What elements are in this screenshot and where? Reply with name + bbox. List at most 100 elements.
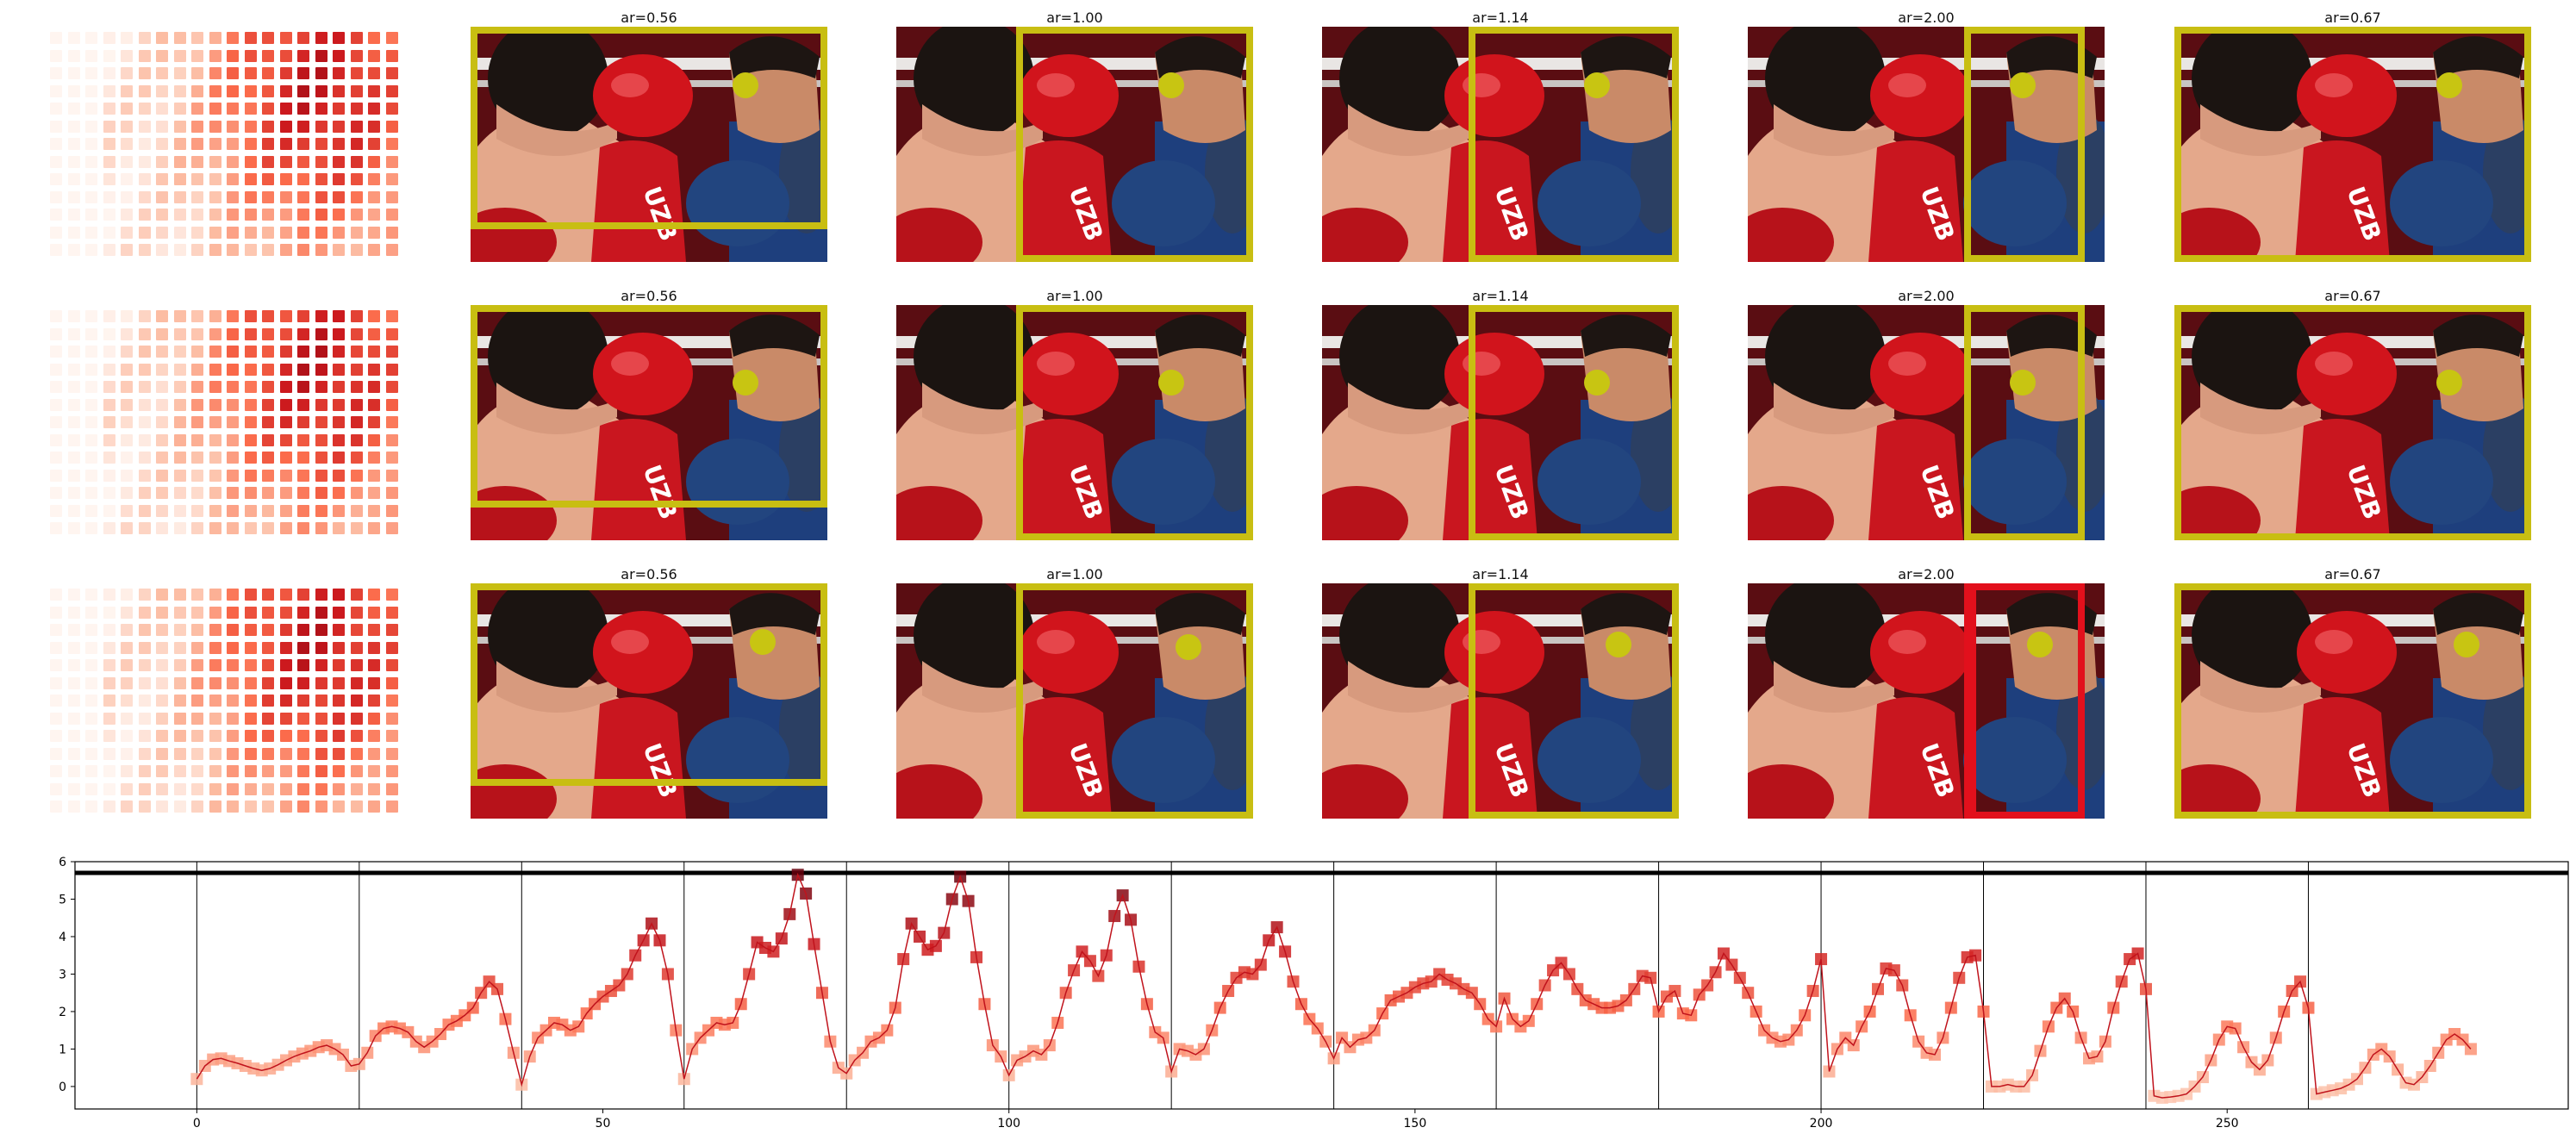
heatmap-cell	[156, 103, 168, 115]
heatmap-cell	[50, 487, 62, 499]
heatmap-cell	[350, 522, 363, 534]
heatmap-cell	[138, 155, 151, 168]
heatmap-cell	[262, 765, 274, 777]
heatmap-cell	[385, 138, 398, 150]
heatmap-cell	[333, 49, 345, 62]
heatmap-cell	[156, 416, 168, 428]
heatmap-cell	[279, 327, 292, 340]
heatmap-cell	[209, 800, 221, 813]
data-point	[2440, 1033, 2453, 1046]
heatmap-cell	[315, 49, 327, 62]
heatmap-cell	[156, 589, 168, 601]
heatmap-cell	[121, 346, 133, 358]
heatmap-cell	[297, 138, 309, 150]
data-point	[458, 1009, 471, 1022]
heatmap-cell	[368, 67, 380, 79]
data-point	[2383, 1050, 2396, 1063]
data-point	[1758, 1024, 1771, 1037]
heatmap-cell	[244, 173, 257, 185]
heatmap-cell	[85, 730, 97, 742]
heatmap-cell	[85, 747, 97, 760]
data-point	[1733, 971, 1746, 984]
crop-box	[1963, 305, 2086, 540]
heatmap-cell	[227, 765, 239, 777]
heatmap-cell	[191, 226, 203, 239]
heatmap-cell	[350, 695, 363, 707]
heatmap-cell	[121, 155, 133, 168]
heatmap-cell	[209, 641, 221, 654]
boxing-photo: UZB	[896, 583, 1253, 819]
heatmap-cell	[191, 782, 203, 795]
x-tick-label: 250	[2216, 1117, 2239, 1131]
heatmap-cell	[173, 173, 186, 185]
crop-box	[1016, 27, 1253, 262]
heatmap-cell	[279, 190, 292, 203]
heatmap-cell	[138, 310, 151, 322]
crop-panel: UZB ar=0.56	[471, 566, 827, 819]
heatmap-cell	[262, 155, 274, 168]
data-point	[466, 1001, 479, 1014]
heatmap-cell	[262, 800, 274, 813]
heatmap-cell	[333, 244, 345, 256]
data-point	[670, 1024, 683, 1037]
focus-point-marker	[732, 370, 758, 396]
heatmap-cell	[209, 381, 221, 393]
heatmap-cell	[227, 504, 239, 517]
heatmap-cell	[244, 676, 257, 689]
heatmap-cell	[333, 452, 345, 464]
heatmap-cell	[85, 244, 97, 256]
data-point	[1547, 964, 1560, 977]
heatmap-cell	[333, 138, 345, 150]
data-point	[848, 1054, 861, 1067]
heatmap-cell	[67, 103, 80, 115]
data-point	[239, 1059, 252, 1072]
heatmap-cell	[85, 398, 97, 411]
heatmap-cell	[85, 504, 97, 517]
focus-point-marker	[1583, 72, 1610, 99]
heatmap-cell	[297, 782, 309, 795]
heatmap-cell	[333, 624, 345, 636]
heatmap-cell	[67, 433, 80, 446]
heatmap-cell	[315, 310, 327, 322]
heatmap-cell	[350, 712, 363, 725]
data-point	[1043, 1039, 1056, 1052]
data-point	[1238, 966, 1251, 979]
heatmap-cell	[279, 346, 292, 358]
heatmap-cell	[244, 487, 257, 499]
heatmap-cell	[67, 327, 80, 340]
heatmap-cell	[85, 173, 97, 185]
heatmap-cell	[50, 310, 62, 322]
heatmap-cell	[333, 398, 345, 411]
heatmap-cell	[385, 32, 398, 44]
data-point	[945, 893, 958, 906]
heatmap-cell	[67, 398, 80, 411]
y-tick-label: 5	[59, 893, 66, 906]
heatmap-cell	[173, 226, 186, 239]
data-point	[1213, 1001, 1226, 1014]
heatmap-cell	[103, 310, 115, 322]
heatmap-cell	[191, 84, 203, 97]
heatmap-cell	[244, 712, 257, 725]
heatmap-cell	[368, 452, 380, 464]
heatmap-cell	[385, 747, 398, 760]
heatmap-cell	[103, 67, 115, 79]
data-point	[1660, 990, 1673, 1003]
crop-box	[1469, 305, 1679, 540]
focus-point-marker	[1605, 631, 1631, 657]
heatmap-cell	[85, 327, 97, 340]
data-point	[2018, 1080, 2030, 1093]
data-point	[938, 926, 951, 939]
data-point	[1222, 985, 1235, 998]
heatmap-cell	[138, 589, 151, 601]
heatmap-cell	[227, 800, 239, 813]
data-point	[1400, 987, 1413, 1000]
heatmap-cell	[191, 747, 203, 760]
data-point	[824, 1035, 837, 1048]
heatmap-cell	[191, 504, 203, 517]
data-point	[800, 887, 813, 900]
data-point	[1863, 1005, 1876, 1018]
heatmap-cell	[368, 765, 380, 777]
heatmap-cell	[121, 173, 133, 185]
panel-title: ar=0.56	[621, 566, 677, 582]
heatmap-cell	[368, 504, 380, 517]
